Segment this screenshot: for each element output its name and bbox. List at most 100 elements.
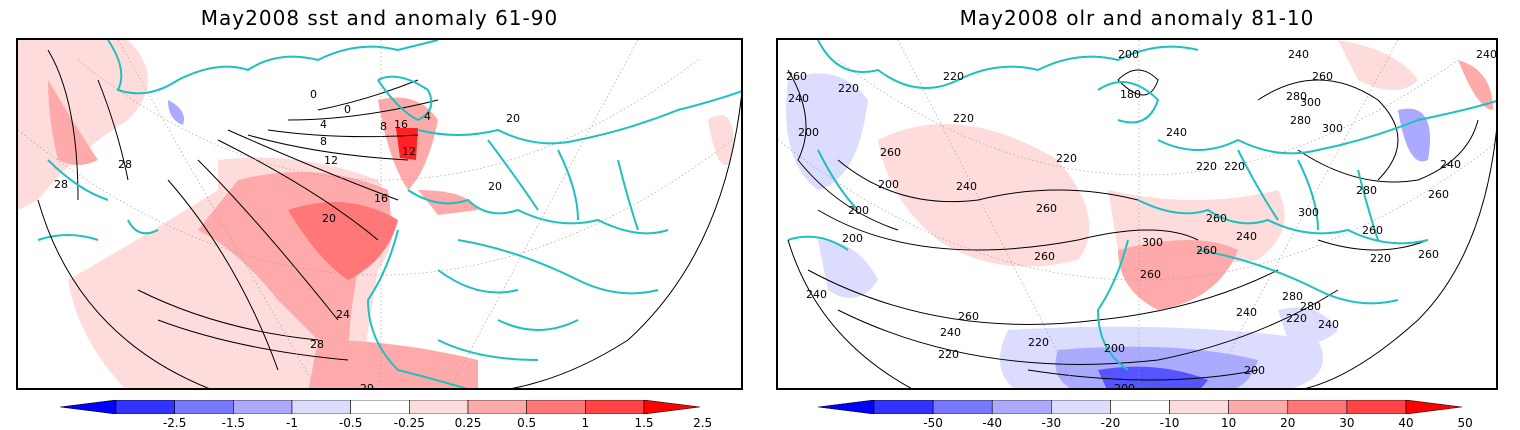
country-borders bbox=[487, 139, 639, 231]
colorbar-segment bbox=[233, 400, 293, 414]
coastline bbox=[1137, 199, 1429, 245]
contour-label: 220 bbox=[938, 348, 959, 361]
sst-contour bbox=[267, 129, 419, 138]
map-boundary bbox=[37, 95, 741, 388]
colorbar-segment bbox=[350, 400, 410, 414]
sst-contour bbox=[137, 289, 319, 341]
colorbar-segment bbox=[1287, 400, 1348, 414]
colorbar-segment bbox=[1169, 400, 1229, 414]
contour-label: 240 bbox=[1318, 318, 1339, 331]
colorbar-tick-label: 1.5 bbox=[634, 416, 654, 430]
map-boundary bbox=[787, 130, 1496, 388]
contour-label: 220 bbox=[1056, 152, 1077, 165]
graticule-line bbox=[77, 59, 699, 181]
colorbar-tick-label: -0.5 bbox=[338, 416, 363, 430]
contour-label: 28 bbox=[310, 338, 324, 351]
colorbar-segment bbox=[1346, 400, 1407, 414]
coastline bbox=[457, 239, 659, 295]
sst-contour bbox=[227, 129, 399, 201]
contour-label: 8 bbox=[320, 135, 327, 148]
contour-label: 16 bbox=[394, 118, 408, 131]
olr-anomaly-shade bbox=[818, 240, 878, 298]
contour-label: 200 bbox=[842, 232, 863, 245]
contour-label: 240 bbox=[1236, 230, 1257, 243]
olr-colorbar bbox=[818, 400, 1462, 414]
sst-anomaly-shade bbox=[288, 202, 398, 280]
olr-anomaly-shade bbox=[1398, 108, 1430, 162]
contour-label: 220 bbox=[1196, 160, 1217, 173]
contour-label: 28 bbox=[54, 178, 68, 191]
contour-label: 220 bbox=[953, 112, 974, 125]
sst-contour bbox=[157, 319, 349, 361]
contour-label: 20 bbox=[322, 212, 336, 225]
colorbar-segment bbox=[991, 400, 1052, 414]
sst-anomaly-shade bbox=[48, 80, 98, 165]
contour-label: 200 bbox=[1244, 364, 1265, 377]
coastline bbox=[1097, 81, 1160, 124]
olr-contour bbox=[837, 159, 1139, 203]
contour-label: 12 bbox=[402, 145, 416, 158]
graticule-line bbox=[18, 129, 741, 276]
contour-label: 300 bbox=[1300, 96, 1321, 109]
sst-contour bbox=[287, 99, 439, 121]
contour-label: 200 bbox=[878, 178, 899, 191]
olr-contour bbox=[1117, 69, 1159, 96]
contour-label: 300 bbox=[1142, 236, 1163, 249]
contour-label: 240 bbox=[956, 180, 977, 193]
sst-contour bbox=[247, 134, 409, 161]
colorbar-tick-label: 10 bbox=[1221, 416, 1237, 430]
country-borders bbox=[437, 269, 579, 361]
colorbar-tick-label: 2.5 bbox=[693, 416, 713, 430]
colorbar-tick-label: 40 bbox=[1398, 416, 1414, 430]
graticule-line bbox=[897, 40, 1079, 388]
olr-contour bbox=[1297, 119, 1479, 183]
contour-label: 240 bbox=[940, 326, 961, 339]
sst-contour bbox=[317, 79, 419, 111]
contour-label: 240 bbox=[788, 92, 809, 105]
contour-label: 20 bbox=[506, 112, 520, 125]
contour-label: 280 bbox=[1356, 184, 1377, 197]
olr-anomaly-shade bbox=[1338, 40, 1418, 90]
sst-anomaly-shade bbox=[168, 100, 184, 125]
coastline bbox=[787, 149, 859, 251]
contour-label: 200 bbox=[1118, 48, 1139, 61]
coastline bbox=[37, 159, 159, 241]
colorbar-tick-label: -30 bbox=[1041, 416, 1062, 430]
olr-map-canvas: 260 240 200 220 200 180 220 220 260 200 … bbox=[778, 40, 1496, 388]
colorbar-max-arrow bbox=[643, 400, 700, 414]
olr-contour bbox=[1027, 369, 1259, 381]
contour-label: 260 bbox=[880, 146, 901, 159]
coastline bbox=[417, 89, 741, 145]
contour-label: 220 bbox=[1370, 252, 1391, 265]
contour-label: 260 bbox=[1362, 224, 1383, 237]
contour-label: 260 bbox=[1418, 248, 1439, 261]
olr-contour bbox=[807, 269, 1279, 325]
contour-label: 200 bbox=[848, 204, 869, 217]
colorbar-segment bbox=[115, 400, 175, 414]
olr-anomaly-shade bbox=[1098, 366, 1208, 388]
colorbar-min-arrow bbox=[60, 400, 117, 414]
colorbar-tick-label: 1 bbox=[581, 416, 590, 430]
contour-label: 280 bbox=[1286, 90, 1307, 103]
contour-label: 280 bbox=[1282, 290, 1303, 303]
olr-anomaly-shade bbox=[1278, 307, 1338, 344]
colorbar-tick-label: 0.5 bbox=[517, 416, 537, 430]
coastline bbox=[1197, 249, 1399, 305]
contour-label: 300 bbox=[1298, 206, 1319, 219]
contour-label: 260 bbox=[1428, 188, 1449, 201]
olr-anomaly-shade bbox=[1458, 60, 1493, 110]
contour-label: 0 bbox=[310, 88, 317, 101]
colorbar-tick-label: 50 bbox=[1457, 416, 1473, 430]
olr-contour bbox=[817, 209, 1199, 251]
contour-label: 200 bbox=[1104, 342, 1125, 355]
contour-label: 240 bbox=[1440, 158, 1461, 171]
colorbar-tick-label: -10 bbox=[1159, 416, 1180, 430]
contour-label: 12 bbox=[324, 154, 338, 167]
contour-label: 180 bbox=[1120, 88, 1141, 101]
colorbar-segment bbox=[1228, 400, 1289, 414]
country-borders bbox=[1237, 149, 1379, 241]
colorbar-tick-label: -1 bbox=[286, 416, 298, 430]
coastline bbox=[1096, 239, 1129, 371]
colorbar-tick-label: 30 bbox=[1339, 416, 1355, 430]
graticule-line bbox=[447, 40, 639, 388]
